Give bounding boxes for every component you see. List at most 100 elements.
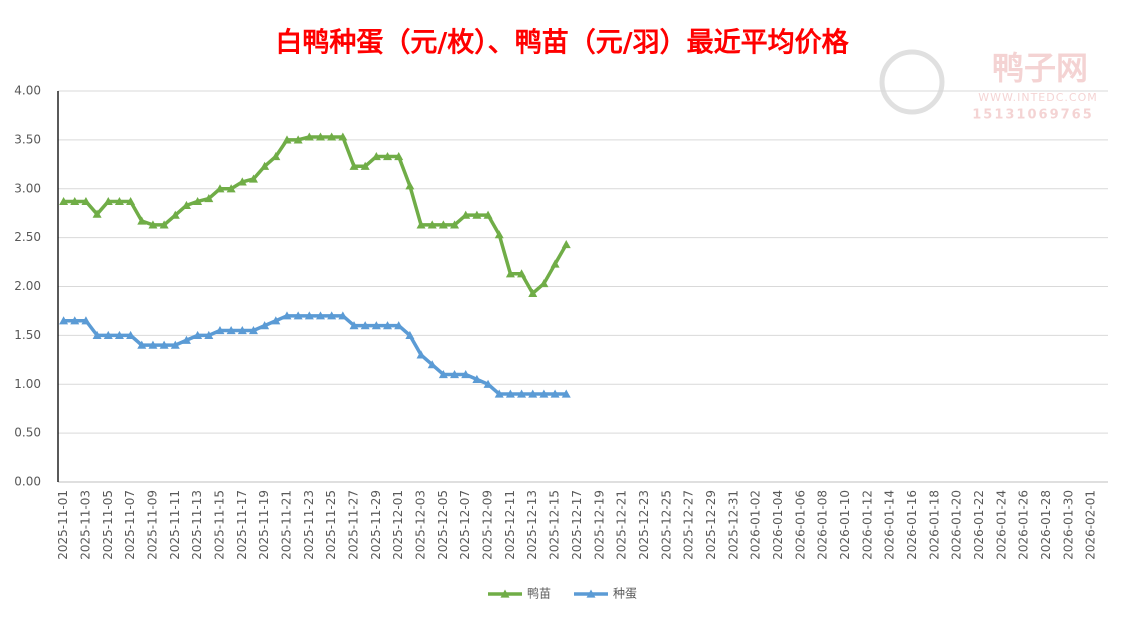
data-point: [394, 151, 404, 161]
data-point: [260, 321, 270, 330]
watermark-url: WWW.INTEDC.COM: [978, 91, 1097, 104]
watermark-phone: 15131069765: [972, 108, 1094, 123]
data-point: [494, 389, 504, 398]
data-point: [461, 210, 471, 219]
x-tick-label: 2025-12-03: [414, 490, 428, 560]
y-tick-label: 1.50: [14, 328, 41, 342]
data-point: [114, 330, 124, 339]
y-tick-label: 1.00: [14, 377, 41, 391]
data-point: [103, 196, 113, 206]
x-tick-label: 2025-12-07: [458, 490, 472, 560]
data-point: [59, 316, 69, 325]
data-point: [561, 389, 571, 398]
data-point: [148, 340, 158, 349]
x-tick-label: 2025-12-11: [503, 490, 517, 560]
x-tick-label: 2026-01-10: [838, 490, 852, 560]
data-point: [539, 389, 549, 398]
data-point: [92, 330, 102, 339]
legend-marker: [586, 589, 596, 598]
data-point: [137, 340, 147, 349]
x-tick-label: 2026-01-30: [1061, 490, 1075, 560]
data-point: [438, 369, 448, 379]
data-point: [193, 196, 203, 206]
data-point: [349, 161, 359, 170]
data-point: [394, 321, 404, 330]
data-point: [103, 330, 113, 339]
data-point: [349, 321, 359, 330]
data-point: [59, 196, 69, 206]
data-point: [126, 196, 136, 206]
x-tick-label: 2025-11-15: [212, 490, 226, 560]
data-point: [438, 220, 448, 229]
x-tick-label: 2026-01-20: [950, 490, 964, 560]
data-point: [483, 379, 493, 388]
x-tick-label: 2025-12-05: [436, 490, 450, 560]
legend-label: 鸭苗: [527, 587, 551, 601]
x-tick-label: 2025-11-29: [369, 490, 383, 560]
watermark-name: 鸭子网: [992, 49, 1088, 87]
data-point: [427, 360, 437, 369]
x-tick-label: 2026-02-01: [1084, 490, 1098, 560]
x-tick-label: 2025-11-25: [324, 490, 338, 560]
data-point: [81, 316, 91, 325]
data-point: [193, 330, 203, 339]
x-tick-label: 2025-11-11: [168, 490, 182, 560]
data-point: [416, 350, 426, 359]
y-tick-label: 2.00: [14, 279, 41, 293]
data-point: [226, 184, 236, 193]
data-point: [226, 325, 236, 335]
x-tick-label: 2026-01-28: [1039, 490, 1053, 560]
x-tick-label: 2026-01-08: [816, 490, 830, 560]
data-point: [472, 210, 482, 219]
y-tick-label: 0.00: [14, 475, 41, 489]
data-point: [248, 325, 258, 335]
data-point: [170, 210, 180, 219]
data-point: [360, 161, 370, 170]
data-point: [282, 135, 292, 144]
x-tick-label: 2026-01-24: [994, 490, 1008, 560]
data-point: [450, 369, 460, 379]
x-tick-label: 2026-01-22: [972, 490, 986, 560]
x-tick-label: 2025-11-03: [78, 490, 92, 560]
x-tick-label: 2025-11-09: [145, 490, 159, 560]
data-point: [327, 311, 337, 320]
data-point: [528, 288, 538, 297]
data-point: [550, 259, 560, 268]
x-tick-label: 2025-12-15: [548, 490, 562, 560]
x-tick-label: 2025-11-13: [190, 490, 204, 560]
chart-title: 白鸭种蛋（元/枚）、鸭苗（元/羽）最近平均价格: [275, 27, 849, 59]
x-tick-label: 2025-12-25: [659, 490, 673, 560]
data-point: [360, 321, 370, 330]
x-tick-label: 2025-12-27: [682, 490, 696, 560]
y-tick-label: 3.00: [14, 181, 41, 195]
data-point: [405, 181, 415, 190]
x-tick-label: 2025-12-21: [615, 490, 629, 560]
x-tick-label: 2025-12-23: [637, 490, 651, 560]
data-point: [517, 389, 527, 398]
data-point: [383, 151, 393, 161]
x-tick-label: 2026-01-06: [793, 490, 807, 560]
x-tick-label: 2025-12-01: [391, 490, 405, 560]
data-point: [405, 330, 415, 339]
data-point: [237, 177, 247, 186]
data-point: [450, 220, 460, 229]
y-tick-label: 4.00: [14, 84, 41, 98]
data-point: [371, 151, 381, 161]
data-point: [416, 220, 426, 229]
data-point: [483, 210, 493, 219]
data-point: [204, 330, 214, 339]
x-tick-label: 2026-01-12: [860, 490, 874, 560]
x-tick-label: 2025-11-01: [56, 490, 70, 560]
x-tick-label: 2026-01-18: [927, 490, 941, 560]
data-point: [327, 132, 337, 141]
x-tick-label: 2025-11-23: [302, 490, 316, 560]
x-tick-label: 2025-12-17: [570, 490, 584, 560]
data-point: [181, 200, 191, 209]
data-point: [159, 340, 169, 349]
x-tick-label: 2025-11-27: [347, 490, 361, 560]
data-point: [159, 220, 169, 229]
data-point: [215, 325, 225, 335]
data-point: [248, 174, 258, 183]
data-point: [505, 389, 515, 398]
